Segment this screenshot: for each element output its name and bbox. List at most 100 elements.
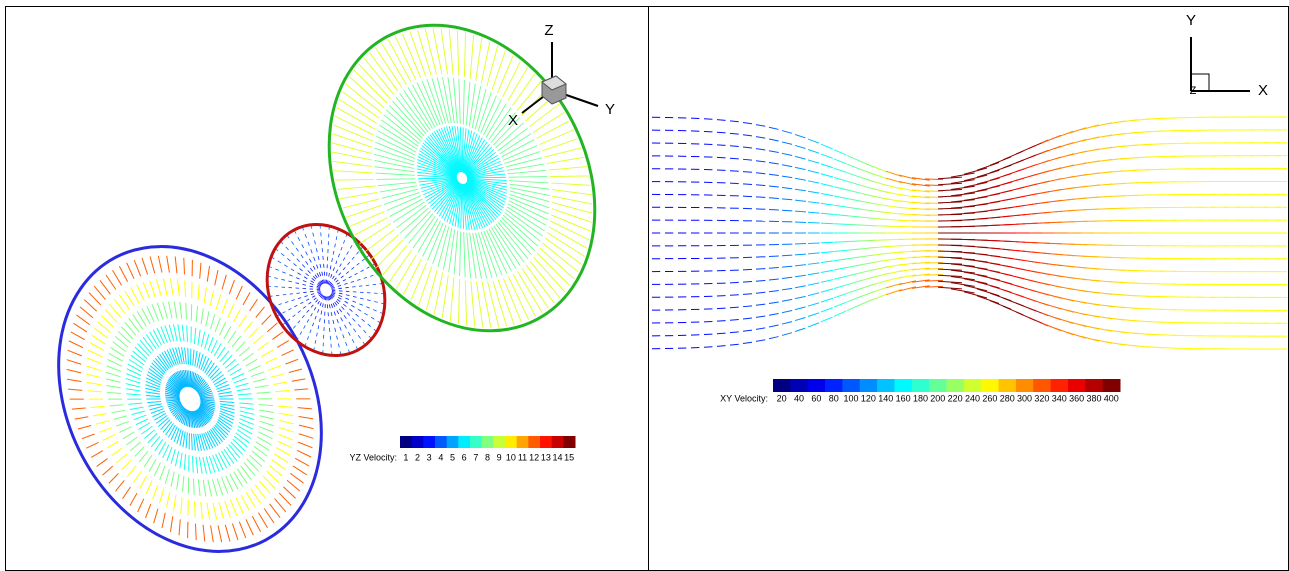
- vector: [145, 503, 152, 519]
- vector: [448, 126, 461, 173]
- vector: [193, 374, 200, 390]
- vector: [357, 335, 361, 339]
- vector: [70, 331, 86, 341]
- vector: [331, 292, 336, 295]
- vector: [308, 301, 312, 305]
- vector: [125, 378, 141, 384]
- vector: [370, 234, 399, 261]
- vector: [165, 384, 181, 394]
- vector: [149, 256, 156, 274]
- vector: [191, 411, 196, 429]
- vector: [433, 131, 460, 173]
- vector: [475, 37, 483, 81]
- vector: [282, 271, 286, 274]
- vector: [486, 45, 499, 87]
- vector: [729, 294, 739, 296]
- vector: [271, 459, 286, 471]
- vector: [239, 410, 255, 415]
- vector: [436, 129, 460, 173]
- vector: [337, 185, 376, 190]
- vector: [337, 284, 342, 287]
- vector: [190, 304, 193, 321]
- vector: [427, 180, 459, 205]
- vector: [216, 346, 226, 359]
- vector: [292, 314, 296, 318]
- vector: [237, 425, 253, 435]
- vector: [345, 297, 350, 300]
- vector: [166, 381, 181, 393]
- vector: [937, 195, 962, 198]
- vector: [937, 286, 962, 290]
- vector: [976, 281, 1000, 289]
- vector: [367, 323, 372, 327]
- vector: [303, 276, 308, 280]
- vector: [279, 419, 294, 425]
- vector: [329, 295, 333, 300]
- vector: [898, 286, 917, 292]
- vector: [755, 184, 766, 187]
- vector: [781, 141, 793, 145]
- vector: [311, 278, 316, 282]
- vector: [91, 334, 106, 345]
- vector: [214, 270, 219, 286]
- vector: [374, 166, 415, 173]
- vector: [466, 181, 502, 214]
- vector: [517, 271, 543, 313]
- vector: [963, 278, 988, 285]
- vector: [239, 406, 255, 410]
- vector: [340, 246, 343, 251]
- vector: [550, 175, 589, 178]
- vector: [421, 179, 458, 193]
- vector: [464, 183, 491, 225]
- vector: [205, 311, 210, 327]
- vector: [128, 359, 144, 369]
- vector: [807, 138, 820, 144]
- vector: [277, 398, 292, 400]
- vector: [443, 182, 461, 221]
- legend-label: 9: [497, 452, 502, 462]
- vector: [346, 312, 351, 316]
- vector: [497, 221, 529, 260]
- vector: [215, 294, 222, 310]
- vector: [781, 198, 793, 201]
- vector: [165, 394, 180, 398]
- vector: [464, 141, 488, 175]
- vector: [310, 313, 313, 317]
- vector: [781, 298, 793, 302]
- legend-label: 120: [861, 393, 876, 403]
- vector: [416, 162, 457, 177]
- vector: [249, 454, 263, 468]
- vector: [200, 402, 215, 410]
- vector: [807, 282, 820, 286]
- vector: [768, 336, 779, 340]
- axis-label: Y: [1186, 12, 1196, 29]
- vector: [322, 303, 324, 308]
- vector: [363, 57, 395, 96]
- vector: [483, 99, 502, 136]
- vector: [162, 421, 173, 433]
- vector: [416, 165, 457, 177]
- vector: [327, 241, 329, 246]
- vector: [239, 418, 255, 425]
- vector: [149, 405, 163, 411]
- vector: [462, 130, 473, 173]
- vector: [846, 288, 861, 294]
- vector: [115, 480, 125, 492]
- vector: [768, 173, 779, 176]
- vector: [223, 326, 232, 340]
- vector: [199, 405, 214, 417]
- vector: [463, 183, 481, 230]
- vector: [449, 183, 461, 224]
- vector: [872, 173, 889, 180]
- vector: [297, 407, 313, 410]
- vector: [468, 83, 476, 127]
- vector: [354, 272, 358, 276]
- vector: [221, 298, 228, 314]
- vector: [148, 458, 157, 472]
- vector: [238, 398, 253, 400]
- vector: [79, 306, 94, 319]
- vector: [466, 163, 503, 177]
- vector: [129, 406, 144, 410]
- vector: [465, 154, 498, 176]
- vector: [203, 287, 207, 303]
